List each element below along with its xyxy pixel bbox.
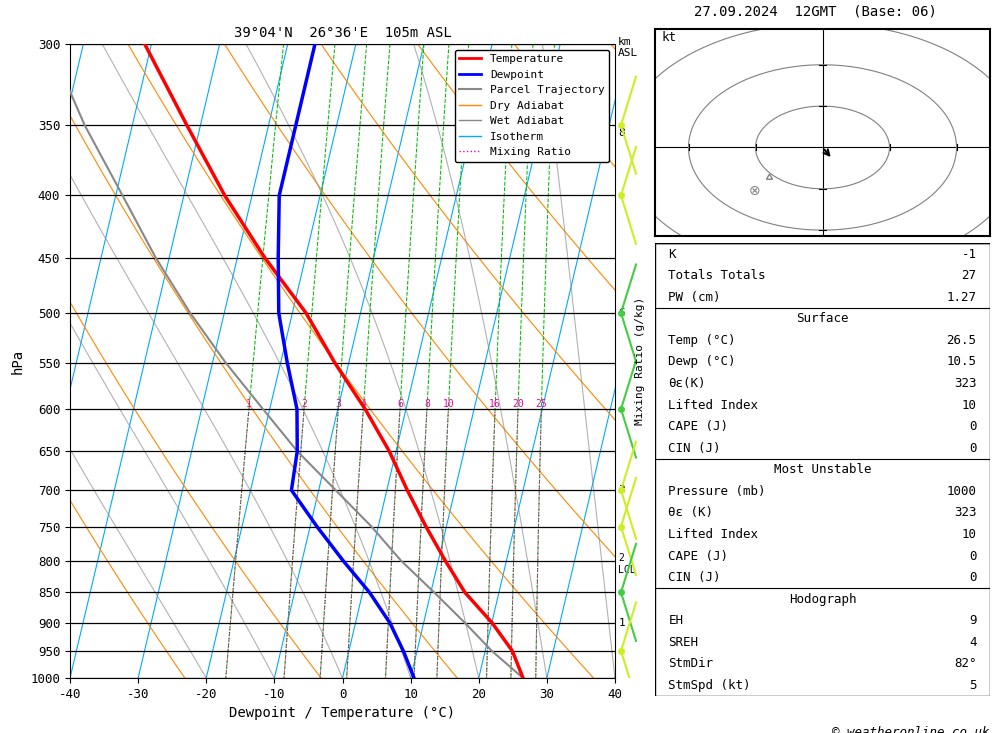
Text: CAPE (J): CAPE (J) xyxy=(668,550,728,563)
Text: 0: 0 xyxy=(969,442,977,454)
Text: Surface: Surface xyxy=(796,312,849,325)
Text: CIN (J): CIN (J) xyxy=(668,442,721,454)
Text: Temp (°C): Temp (°C) xyxy=(668,334,736,347)
Text: θε (K): θε (K) xyxy=(668,507,713,520)
Text: 16: 16 xyxy=(489,399,501,409)
Text: 1: 1 xyxy=(618,617,625,627)
Text: kt: kt xyxy=(662,31,677,44)
Text: StmSpd (kt): StmSpd (kt) xyxy=(668,679,751,692)
Text: 5: 5 xyxy=(969,679,977,692)
Text: km
ASL: km ASL xyxy=(618,37,638,58)
Text: 82°: 82° xyxy=(954,658,977,671)
Text: 3: 3 xyxy=(618,485,625,496)
Text: SREH: SREH xyxy=(668,636,698,649)
Text: 10: 10 xyxy=(442,399,454,409)
Text: CIN (J): CIN (J) xyxy=(668,571,721,584)
Text: Hodograph: Hodograph xyxy=(789,593,856,605)
Text: 6: 6 xyxy=(397,399,403,409)
Text: 8: 8 xyxy=(424,399,430,409)
Text: Most Unstable: Most Unstable xyxy=(774,463,871,476)
Text: Lifted Index: Lifted Index xyxy=(668,399,758,412)
Text: 4: 4 xyxy=(360,399,366,409)
Text: 1000: 1000 xyxy=(947,485,977,498)
Text: 25: 25 xyxy=(535,399,547,409)
Title: 39°04'N  26°36'E  105m ASL: 39°04'N 26°36'E 105m ASL xyxy=(234,26,451,40)
Text: 6: 6 xyxy=(618,308,625,318)
Text: Dewp (°C): Dewp (°C) xyxy=(668,356,736,369)
Text: θε(K): θε(K) xyxy=(668,377,706,390)
Text: © weatheronline.co.uk: © weatheronline.co.uk xyxy=(832,726,990,733)
Text: ⊗: ⊗ xyxy=(749,184,760,198)
Text: PW (cm): PW (cm) xyxy=(668,291,721,303)
Text: 0: 0 xyxy=(969,550,977,563)
Text: 323: 323 xyxy=(954,377,977,390)
Text: Totals Totals: Totals Totals xyxy=(668,269,766,282)
Text: Lifted Index: Lifted Index xyxy=(668,528,758,541)
Text: Mixing Ratio (g/kg): Mixing Ratio (g/kg) xyxy=(635,297,645,425)
Text: EH: EH xyxy=(668,614,683,627)
Text: CAPE (J): CAPE (J) xyxy=(668,420,728,433)
Text: 2
LCL: 2 LCL xyxy=(618,553,636,575)
Y-axis label: hPa: hPa xyxy=(11,348,25,374)
Text: 8: 8 xyxy=(618,128,625,138)
Text: 10.5: 10.5 xyxy=(947,356,977,369)
Text: 26.5: 26.5 xyxy=(947,334,977,347)
Text: -1: -1 xyxy=(962,248,977,261)
Text: 3: 3 xyxy=(335,399,341,409)
Text: 20: 20 xyxy=(512,399,524,409)
Text: 10: 10 xyxy=(962,528,977,541)
Text: 27.09.2024  12GMT  (Base: 06): 27.09.2024 12GMT (Base: 06) xyxy=(694,4,936,18)
Text: 4: 4 xyxy=(969,636,977,649)
Text: 1: 1 xyxy=(246,399,252,409)
Text: StmDir: StmDir xyxy=(668,658,713,671)
Text: Pressure (mb): Pressure (mb) xyxy=(668,485,766,498)
Text: 0: 0 xyxy=(969,420,977,433)
Text: 9: 9 xyxy=(969,614,977,627)
Text: 323: 323 xyxy=(954,507,977,520)
Legend: Temperature, Dewpoint, Parcel Trajectory, Dry Adiabat, Wet Adiabat, Isotherm, Mi: Temperature, Dewpoint, Parcel Trajectory… xyxy=(455,50,609,162)
Text: 10: 10 xyxy=(962,399,977,412)
Text: 27: 27 xyxy=(962,269,977,282)
Text: K: K xyxy=(668,248,676,261)
Text: 1.27: 1.27 xyxy=(947,291,977,303)
Text: 0: 0 xyxy=(969,571,977,584)
X-axis label: Dewpoint / Temperature (°C): Dewpoint / Temperature (°C) xyxy=(229,707,456,721)
Text: 2: 2 xyxy=(301,399,307,409)
